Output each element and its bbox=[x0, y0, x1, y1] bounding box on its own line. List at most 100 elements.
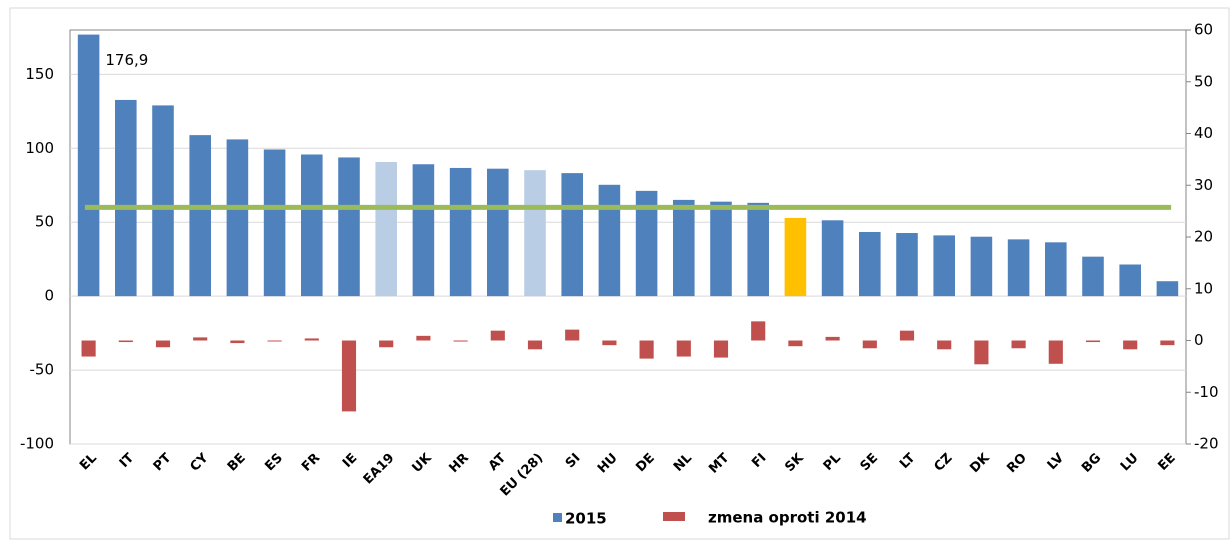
x-tick-label: IE bbox=[340, 451, 360, 471]
bar bbox=[598, 184, 621, 297]
data-label: 176,9 bbox=[105, 51, 148, 69]
bar bbox=[788, 340, 803, 347]
x-tick-label: NL bbox=[671, 451, 695, 475]
x-tick-label: SK bbox=[782, 450, 807, 475]
bar bbox=[676, 340, 691, 357]
bar bbox=[751, 321, 766, 341]
x-tick-label: IT bbox=[117, 451, 137, 471]
x-tick-label: AT bbox=[486, 451, 509, 474]
bar bbox=[1007, 239, 1030, 297]
bar bbox=[896, 233, 918, 297]
x-tick-label: FR bbox=[299, 451, 323, 475]
x-tick-label: DE bbox=[633, 451, 658, 476]
bar bbox=[375, 162, 397, 297]
bar bbox=[118, 340, 133, 343]
bar bbox=[193, 337, 208, 341]
legend-label: 2015 bbox=[565, 510, 607, 528]
bar bbox=[189, 135, 211, 297]
y2-tick-label: 30 bbox=[1194, 176, 1213, 194]
bar bbox=[115, 99, 137, 297]
x-tick-label: CY bbox=[187, 450, 211, 474]
bar bbox=[490, 330, 505, 341]
bar bbox=[155, 340, 171, 348]
y-tick-label: -50 bbox=[30, 361, 55, 379]
y-tick-label: 50 bbox=[35, 213, 54, 231]
legend-label: zmena oproti 2014 bbox=[708, 509, 867, 527]
y-tick-label: -100 bbox=[20, 435, 54, 453]
bar bbox=[1048, 340, 1063, 364]
bar bbox=[713, 340, 729, 358]
y-tick-label: 100 bbox=[25, 139, 54, 157]
bar bbox=[1123, 340, 1138, 350]
x-tick-label: PL bbox=[821, 451, 844, 474]
y2-tick-label: 40 bbox=[1194, 124, 1213, 142]
bar bbox=[821, 220, 844, 297]
x-tick-label: FI bbox=[749, 451, 769, 471]
y2-tick-label: 60 bbox=[1194, 21, 1213, 39]
y-tick-label: 0 bbox=[44, 287, 54, 305]
bar bbox=[379, 340, 394, 348]
bar bbox=[1160, 340, 1175, 346]
legend-swatch bbox=[553, 513, 562, 522]
bar bbox=[527, 340, 543, 350]
y2-tick-label: 50 bbox=[1194, 72, 1213, 90]
bar bbox=[825, 336, 840, 341]
bar bbox=[974, 340, 989, 365]
y2-tick-label: -20 bbox=[1194, 435, 1219, 453]
bar bbox=[341, 340, 357, 412]
bar bbox=[561, 173, 583, 297]
x-tick-label: DK bbox=[967, 450, 993, 476]
x-tick-label: BE bbox=[225, 451, 249, 475]
bar bbox=[784, 217, 807, 297]
bar bbox=[226, 139, 249, 297]
x-tick-label: LU bbox=[1118, 451, 1142, 475]
bar bbox=[338, 157, 360, 297]
bar bbox=[81, 340, 96, 357]
x-tick-label: ES bbox=[262, 451, 286, 475]
bar bbox=[453, 340, 468, 342]
bar bbox=[862, 340, 877, 349]
bar bbox=[673, 199, 695, 297]
y2-tick-label: -10 bbox=[1194, 383, 1219, 401]
bar bbox=[970, 236, 993, 297]
bar bbox=[1156, 281, 1179, 297]
x-tick-label: LV bbox=[1045, 451, 1067, 473]
bar bbox=[263, 149, 286, 297]
bar bbox=[933, 235, 955, 297]
bar bbox=[859, 231, 881, 297]
bar bbox=[77, 34, 100, 297]
x-tick-label: BG bbox=[1079, 451, 1104, 476]
bar bbox=[937, 340, 952, 350]
bar bbox=[416, 335, 431, 341]
y2-tick-label: 0 bbox=[1194, 331, 1204, 349]
x-tick-label: SE bbox=[858, 451, 882, 475]
y-tick-label: 150 bbox=[25, 65, 54, 83]
x-tick-label: EA19 bbox=[361, 451, 398, 488]
x-tick-label: EL bbox=[77, 451, 100, 474]
bar bbox=[1085, 340, 1101, 343]
legend-swatch bbox=[663, 512, 685, 521]
bar bbox=[487, 168, 509, 297]
bar bbox=[301, 154, 323, 297]
bar bbox=[565, 329, 580, 341]
x-tick-label: SI bbox=[563, 451, 584, 472]
bar bbox=[747, 202, 769, 297]
bar bbox=[710, 201, 732, 297]
bar bbox=[449, 167, 472, 297]
bar bbox=[1045, 242, 1067, 297]
bar bbox=[1011, 340, 1026, 349]
bar bbox=[639, 340, 654, 359]
bar bbox=[230, 340, 245, 344]
bar bbox=[267, 340, 282, 342]
chart-frame bbox=[9, 7, 1230, 540]
y2-tick-label: 20 bbox=[1194, 228, 1213, 246]
x-tick-label: UK bbox=[410, 450, 436, 476]
x-tick-label: LT bbox=[897, 451, 918, 472]
x-tick-label: CZ bbox=[931, 451, 955, 475]
x-tick-label: MT bbox=[706, 451, 732, 477]
bar bbox=[602, 340, 617, 346]
bar bbox=[412, 164, 435, 297]
bar bbox=[152, 105, 174, 297]
x-tick-label: PT bbox=[151, 451, 175, 475]
